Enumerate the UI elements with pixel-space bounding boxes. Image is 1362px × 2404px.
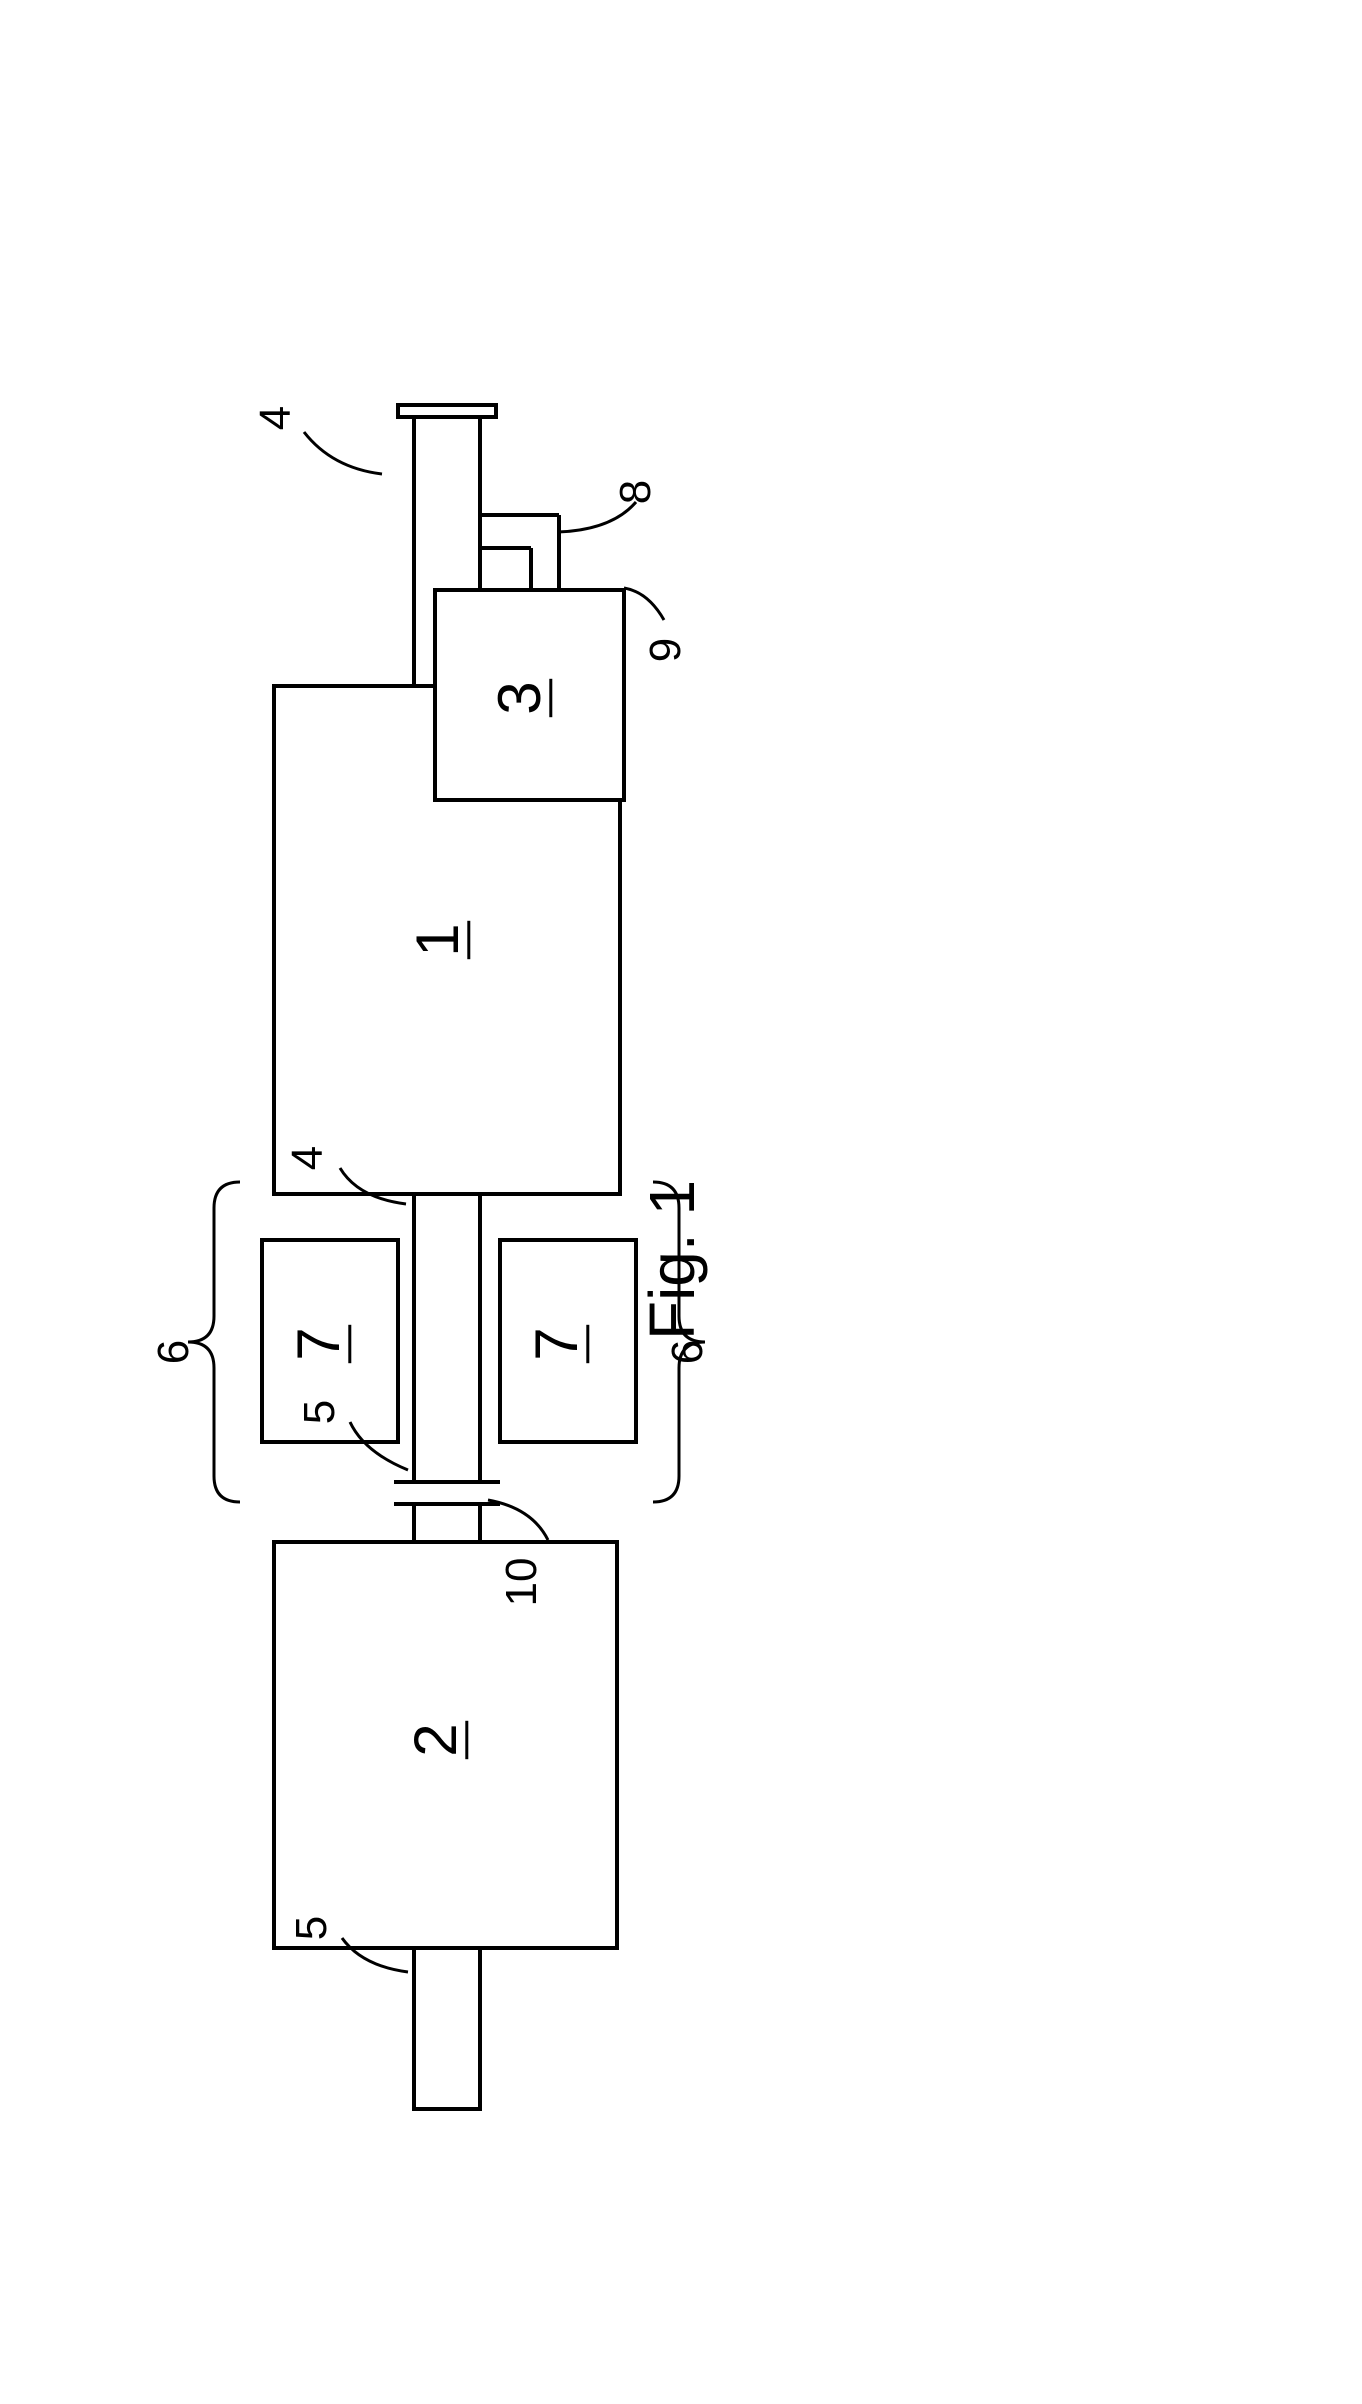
label-block-2-text: 2 <box>402 1723 469 1756</box>
page: 1 2 3 7 7 4 4 5 5 6 6 8 9 10 Fig. 1 <box>0 0 1362 2404</box>
label-4-top: 4 <box>251 406 300 430</box>
label-block-1: 1 <box>404 921 471 959</box>
label-block-7-top-text: 7 <box>285 1327 352 1360</box>
leader-9 <box>624 588 664 620</box>
label-5-mid: 5 <box>295 1400 344 1424</box>
label-block-3-text: 3 <box>486 681 553 714</box>
label-block-3: 3 <box>486 679 553 717</box>
label-10: 10 <box>497 1558 546 1607</box>
label-block-2: 2 <box>402 1721 469 1759</box>
figure-svg: 1 2 3 7 7 4 4 5 5 6 6 8 9 10 Fig. 1 <box>0 0 1362 2404</box>
shaft-cap <box>398 405 496 417</box>
label-6-bottom: 6 <box>663 1340 712 1364</box>
label-8: 8 <box>611 480 660 504</box>
figure-caption: Fig. 1 <box>636 1180 708 1340</box>
label-9: 9 <box>641 638 690 662</box>
label-block-1-text: 1 <box>404 923 471 956</box>
label-block-7-bottom: 7 <box>523 1325 590 1363</box>
label-block-7-top: 7 <box>285 1325 352 1363</box>
label-6-top: 6 <box>149 1340 198 1364</box>
t-branch <box>480 515 559 590</box>
label-5-right: 5 <box>287 1916 336 1940</box>
leader-8 <box>558 502 636 532</box>
label-block-7-bottom-text: 7 <box>523 1327 590 1360</box>
coupling <box>394 1482 500 1504</box>
label-4-mid: 4 <box>283 1146 332 1170</box>
leader-4-top <box>304 432 382 474</box>
